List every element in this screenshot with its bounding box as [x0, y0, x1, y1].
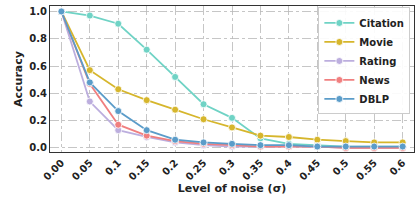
svg-text:0.15: 0.15: [126, 157, 151, 182]
svg-text:0.2: 0.2: [160, 157, 180, 177]
svg-text:0.3: 0.3: [217, 157, 237, 177]
svg-text:0.35: 0.35: [240, 157, 265, 182]
svg-text:0.2: 0.2: [29, 115, 47, 126]
svg-text:Level of noise (σ): Level of noise (σ): [178, 182, 287, 195]
svg-text:0.1: 0.1: [103, 157, 123, 177]
svg-text:Citation: Citation: [359, 18, 404, 29]
svg-text:0.6: 0.6: [29, 61, 47, 72]
svg-text:Movie: Movie: [359, 37, 393, 48]
svg-text:0.8: 0.8: [29, 33, 47, 44]
svg-text:0.25: 0.25: [183, 157, 208, 182]
svg-text:0.00: 0.00: [41, 157, 66, 182]
svg-text:0.6: 0.6: [387, 157, 407, 177]
svg-text:News: News: [359, 75, 389, 86]
svg-text:0.55: 0.55: [354, 157, 379, 182]
svg-text:Accuracy: Accuracy: [12, 51, 25, 107]
svg-text:0.5: 0.5: [330, 157, 350, 177]
svg-text:Rating: Rating: [359, 56, 396, 67]
svg-text:0.05: 0.05: [70, 157, 95, 182]
svg-text:0.45: 0.45: [297, 157, 322, 182]
svg-text:0.4: 0.4: [274, 157, 294, 177]
svg-text:DBLP: DBLP: [359, 94, 389, 105]
svg-text:0.4: 0.4: [29, 88, 47, 99]
svg-text:1.0: 1.0: [29, 6, 47, 17]
svg-text:0.0: 0.0: [29, 142, 47, 153]
